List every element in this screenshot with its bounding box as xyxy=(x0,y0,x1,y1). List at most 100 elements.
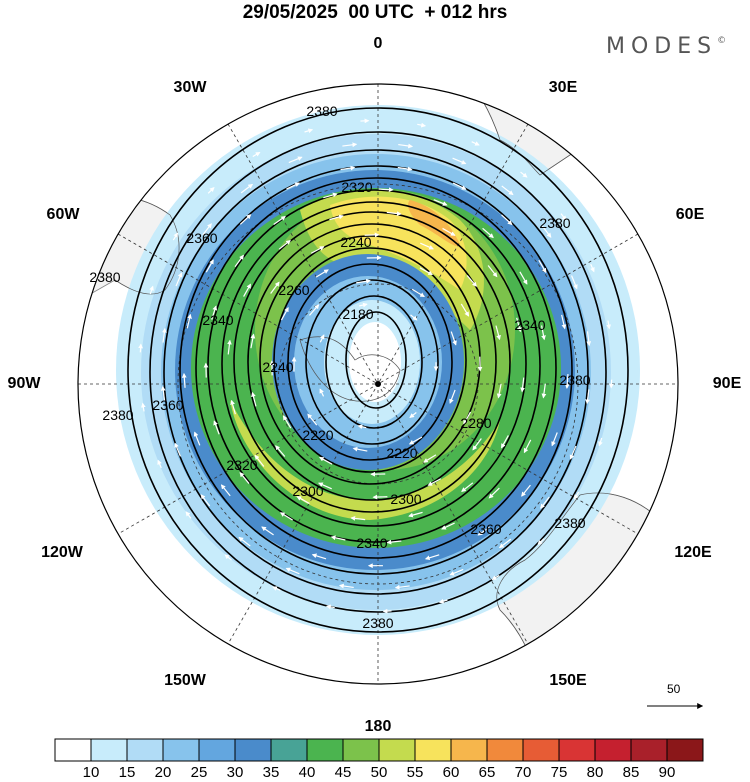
wind-vector xyxy=(520,171,528,178)
wind-vector xyxy=(160,385,166,401)
lon-label-60w: 60W xyxy=(46,206,80,223)
wind-vector xyxy=(356,278,371,284)
wind-vector xyxy=(329,214,344,221)
wind-vector xyxy=(193,431,201,446)
contour-label: 2380 xyxy=(89,269,120,285)
wind-vector xyxy=(397,166,413,172)
wind-vector xyxy=(427,478,442,486)
colorbar-tick-label: 50 xyxy=(370,764,388,781)
wind-vector xyxy=(606,320,611,330)
wind-vector xyxy=(261,526,274,536)
wind-vector xyxy=(304,128,314,134)
colorbar-swatch xyxy=(378,738,416,762)
wind-vector xyxy=(449,389,456,404)
colorbar-tick-label: 40 xyxy=(298,764,316,781)
contour-label: 2360 xyxy=(152,397,183,413)
contour-label: 2300 xyxy=(390,491,421,507)
wind-vector xyxy=(452,182,467,190)
lon-label-90e: 90E xyxy=(712,375,742,392)
wind-vector xyxy=(141,402,146,412)
contour-label: 2380 xyxy=(539,215,570,231)
wind-vector xyxy=(590,263,595,273)
wind-vector xyxy=(523,439,532,454)
wind-vector xyxy=(318,482,332,490)
contour-label: 2360 xyxy=(470,521,501,537)
colorbar-swatch xyxy=(522,738,560,762)
wind-vector xyxy=(541,225,552,238)
wind-vector xyxy=(186,313,192,329)
wind-vector xyxy=(442,227,456,236)
wind-vector xyxy=(410,314,418,321)
wind-vector xyxy=(319,334,325,343)
wind-vector xyxy=(477,526,491,536)
wind-vector xyxy=(238,536,251,547)
lon-label-90w: 90W xyxy=(7,375,41,392)
colorbar-swatch xyxy=(54,738,92,762)
wind-vector xyxy=(378,187,394,193)
wind-vector xyxy=(323,192,338,199)
wind-vector xyxy=(325,604,335,610)
wind-vector xyxy=(138,343,144,353)
contour-label: 2320 xyxy=(341,179,372,195)
wind-vector xyxy=(452,157,467,165)
colorbar-swatch xyxy=(90,738,128,762)
wind-vector xyxy=(296,496,310,505)
wind-vector xyxy=(357,424,367,430)
wind-vector xyxy=(352,446,368,452)
wind-vector xyxy=(498,538,512,549)
wind-vector xyxy=(243,283,252,297)
wind-vector xyxy=(285,567,300,575)
contour-label: 2360 xyxy=(186,230,217,246)
wind-vector xyxy=(174,442,182,457)
colorbar xyxy=(54,738,704,762)
contour-labels: 2380 2380 2380 2380 2380 2380 2380 2360 2360 2360… xyxy=(89,103,590,631)
contour-label: 2380 xyxy=(554,515,585,531)
wind-vector xyxy=(240,183,254,194)
wind-vector xyxy=(227,339,232,355)
colorbar-tick-label: 60 xyxy=(442,764,460,781)
wind-vector xyxy=(433,199,448,206)
wind-vector xyxy=(162,327,167,343)
wind-vector xyxy=(521,484,531,497)
wind-vector xyxy=(564,373,570,389)
wind-vector xyxy=(608,379,614,389)
wind-vector xyxy=(172,232,179,241)
south-pole-dot xyxy=(375,381,381,387)
colorbar-swatch xyxy=(162,738,200,762)
wind-vector xyxy=(449,568,464,576)
lon-label-30w: 30W xyxy=(173,79,207,96)
wind-vectors xyxy=(138,118,614,614)
wind-vector xyxy=(541,383,547,399)
colorbar-tick-label: 25 xyxy=(190,764,208,781)
colorbar-swatch xyxy=(234,738,272,762)
wind-vector xyxy=(307,413,318,426)
wind-vector xyxy=(252,151,261,158)
wind-vector xyxy=(358,302,368,308)
wind-vector xyxy=(254,454,265,467)
colorbar-swatch xyxy=(270,738,308,762)
colorbar-tick-label: 75 xyxy=(550,764,568,781)
wind-vector xyxy=(409,412,417,419)
wind-vector xyxy=(537,538,545,545)
wind-vector xyxy=(560,213,567,221)
wind-vector xyxy=(516,317,522,333)
contour-label: 2280 xyxy=(460,415,491,431)
colorbar-swatch xyxy=(630,738,668,762)
wind-vector xyxy=(520,377,525,393)
contour-label: 2240 xyxy=(262,359,293,375)
wind-vector xyxy=(386,211,402,216)
colorbar-swatch xyxy=(594,738,632,762)
colorbar-tick-label: 55 xyxy=(406,764,424,781)
wind-vector xyxy=(386,539,402,545)
lon-label-150e: 150E xyxy=(549,672,587,689)
wind-vector xyxy=(282,415,292,429)
lon-label-30e: 30E xyxy=(548,79,578,96)
contour-label: 2380 xyxy=(362,615,393,631)
wind-vector xyxy=(330,535,346,541)
wind-vector xyxy=(573,491,580,500)
colorbar-swatch xyxy=(342,738,380,762)
wind-vector xyxy=(185,511,192,519)
wind-vector xyxy=(495,325,501,341)
wind-vector xyxy=(420,242,434,250)
wind-vector xyxy=(450,331,457,346)
